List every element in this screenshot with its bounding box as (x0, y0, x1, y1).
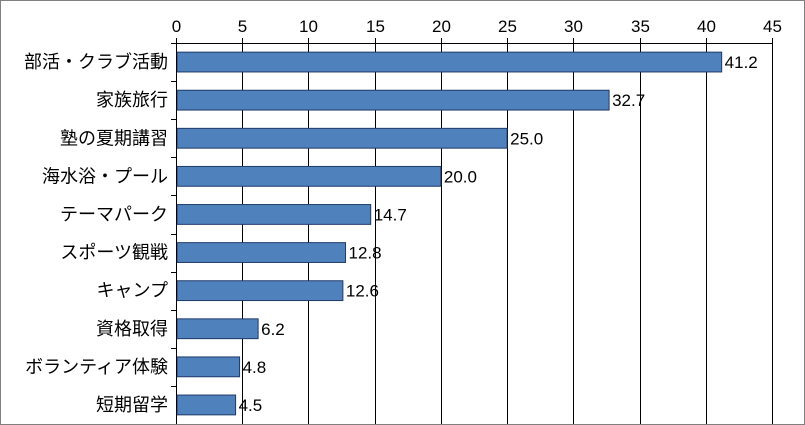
tick-label: 45 (763, 17, 782, 36)
tick-label: 40 (697, 17, 716, 36)
tick-label: 25 (498, 17, 517, 36)
labels: 0 5 10 15 20 25 30 35 40 45 部活・クラブ活動 41.2 家族旅行 32.7 塾の… (24, 17, 782, 416)
bar (176, 165, 442, 187)
tick-label: 5 (238, 17, 247, 36)
category-label: 家族旅行 (96, 90, 168, 111)
bar (176, 318, 259, 340)
category-label: 塾の夏期講習 (60, 127, 168, 149)
bar (176, 89, 610, 111)
bar (176, 204, 372, 225)
value-label: 14.7 (374, 205, 407, 224)
value-label: 12.6 (346, 282, 379, 301)
tick-label: 15 (366, 17, 385, 36)
category-label: 資格取得 (96, 319, 168, 340)
tick-label: 35 (631, 17, 650, 36)
category-label: 短期留学 (96, 395, 168, 416)
value-label: 6.2 (261, 320, 285, 339)
category-label: 部活・クラブ活動 (24, 51, 168, 73)
category-label: 海水浴・プール (42, 166, 168, 187)
axes (171, 38, 773, 424)
value-label: 12.8 (349, 244, 382, 263)
bar (176, 51, 723, 73)
tick-label: 20 (432, 17, 451, 36)
value-label: 4.8 (243, 358, 267, 377)
category-label: スポーツ観戦 (60, 243, 168, 264)
bar (176, 127, 508, 149)
bar (176, 394, 237, 416)
bar (176, 280, 344, 302)
value-label: 25.0 (510, 129, 543, 148)
category-label: テーマパーク (60, 204, 168, 225)
value-label: 41.2 (725, 53, 758, 72)
value-label: 20.0 (444, 167, 477, 186)
category-label: キャンプ (97, 281, 168, 302)
category-label: ボランティア体験 (25, 357, 168, 378)
bars (176, 51, 723, 416)
bar (176, 356, 241, 378)
tick-label: 0 (172, 17, 181, 36)
bar (176, 242, 347, 263)
value-label: 32.7 (612, 91, 645, 110)
value-label: 4.5 (239, 396, 263, 415)
tick-label: 10 (299, 17, 318, 36)
tick-label: 30 (564, 17, 583, 36)
